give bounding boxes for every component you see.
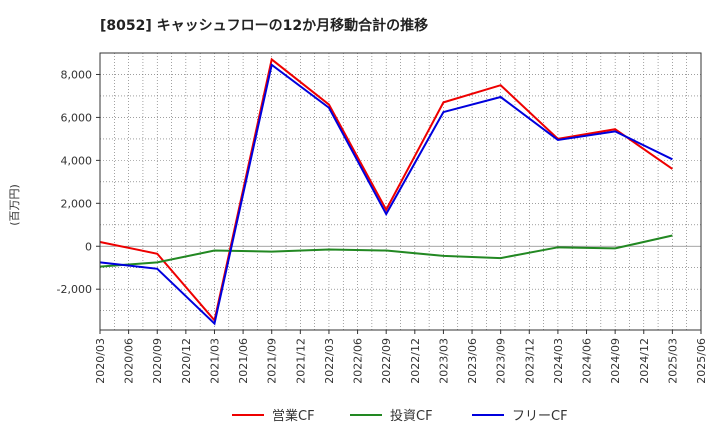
legend-label: 営業CF bbox=[272, 408, 315, 424]
y-tick-label: 8,000 bbox=[61, 68, 93, 81]
x-tick-label: 2021/06 bbox=[237, 338, 250, 384]
x-tick-label: 2021/12 bbox=[294, 338, 307, 384]
series-line-営業CF bbox=[99, 57, 673, 323]
series-line-フリーCF bbox=[99, 63, 673, 326]
x-tick-label: 2025/03 bbox=[666, 338, 679, 384]
y-tick-label: 2,000 bbox=[61, 197, 93, 210]
x-tick-label: 2024/03 bbox=[552, 338, 565, 384]
x-tick-label: 2023/12 bbox=[523, 338, 536, 384]
x-tick-label: 2022/09 bbox=[380, 338, 393, 384]
x-tick-label: 2020/09 bbox=[151, 338, 164, 384]
y-tick-label: -2,000 bbox=[57, 283, 92, 296]
x-tick-label: 2021/09 bbox=[266, 338, 279, 384]
legend-label: フリーCF bbox=[512, 409, 568, 424]
y-tick-label: 0 bbox=[85, 240, 92, 253]
grid-lines bbox=[99, 53, 702, 330]
y-tick-label: 6,000 bbox=[61, 111, 93, 124]
plot-frame bbox=[99, 52, 702, 331]
x-tick-label: 2022/06 bbox=[352, 338, 365, 384]
x-tick-label: 2023/03 bbox=[437, 338, 450, 384]
x-tick-label: 2025/06 bbox=[695, 338, 708, 384]
x-tick-label: 2020/12 bbox=[180, 338, 193, 384]
axes: -2,000 0 2,000 4,000 6,000 8,000 2020/03 2020/0… bbox=[57, 52, 708, 384]
legend: 営業CF 投資CF フリーCF bbox=[232, 408, 568, 424]
series-line-投資CF bbox=[99, 234, 673, 268]
x-tick-label: 2023/09 bbox=[495, 338, 508, 384]
y-tick-label: 4,000 bbox=[61, 154, 93, 167]
x-tick-label: 2021/03 bbox=[208, 338, 221, 384]
x-tick-label: 2024/06 bbox=[581, 338, 594, 384]
x-tick-label: 2020/03 bbox=[94, 338, 107, 384]
chart-title: [8052] キャッシュフローの12か月移動合計の推移 bbox=[100, 17, 428, 34]
series-lines bbox=[99, 57, 673, 326]
x-tick-label: 2023/06 bbox=[466, 338, 479, 384]
x-tick-label: 2024/09 bbox=[609, 338, 622, 384]
x-tick-label: 2020/06 bbox=[123, 338, 136, 384]
x-tick-label: 2024/12 bbox=[638, 338, 651, 384]
x-tick-label: 2022/03 bbox=[323, 338, 336, 384]
y-axis-label: (百万円) bbox=[8, 184, 21, 226]
x-tick-label: 2022/12 bbox=[409, 338, 422, 384]
legend-label: 投資CF bbox=[390, 408, 433, 424]
